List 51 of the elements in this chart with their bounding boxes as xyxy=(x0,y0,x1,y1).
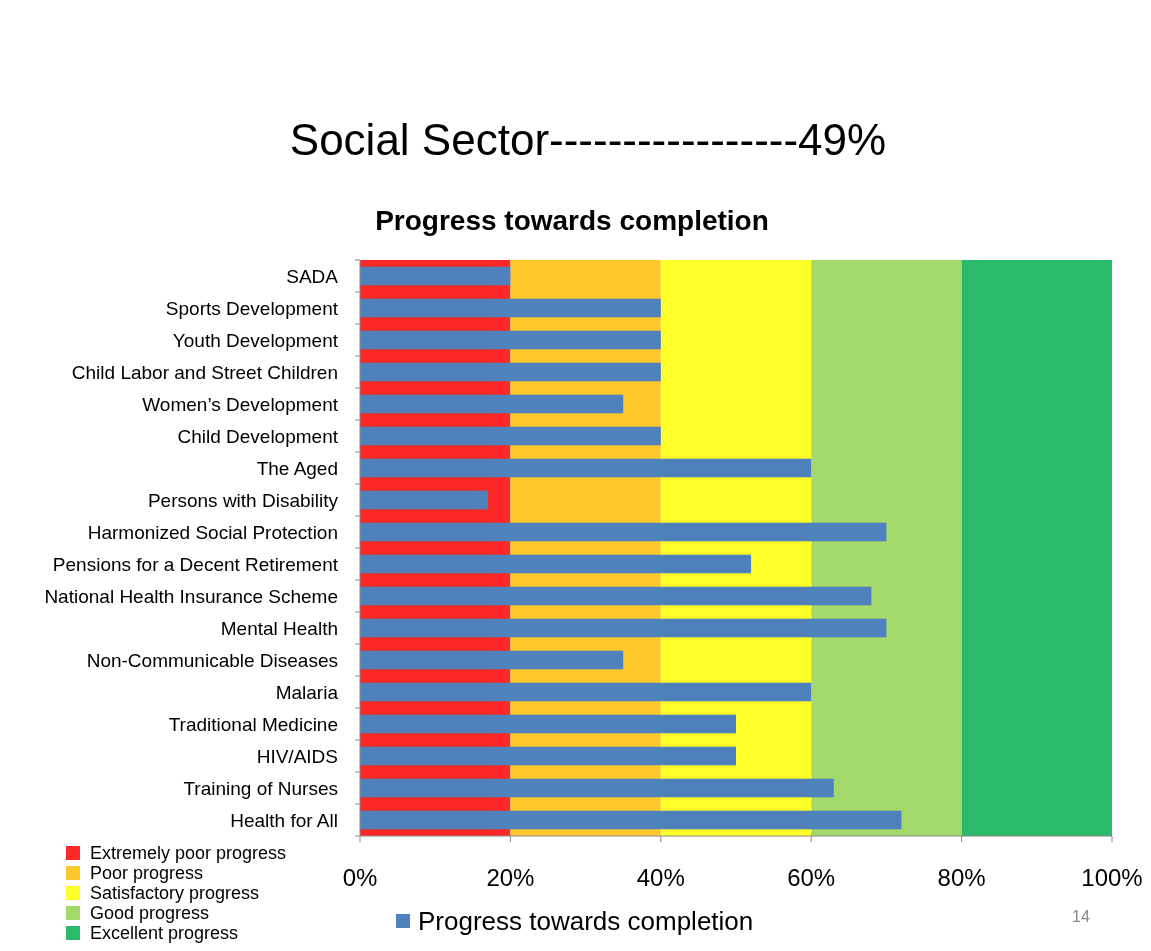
bar xyxy=(360,522,887,542)
y-tick-label: National Health Insurance Scheme xyxy=(44,585,338,607)
y-tick-label: Child Labor and Street Children xyxy=(71,361,338,383)
bar xyxy=(360,490,488,510)
x-tick-label: 0% xyxy=(342,864,378,891)
bar xyxy=(360,394,624,414)
y-tick-label: Persons with Disability xyxy=(147,489,339,511)
y-tick-label: The Aged xyxy=(256,457,338,479)
y-tick-label: Non-Communicable Diseases xyxy=(86,649,338,671)
bar xyxy=(360,714,736,734)
bar xyxy=(360,554,752,574)
x-tick-label: 20% xyxy=(486,864,535,891)
y-tick-label: Youth Development xyxy=(172,329,339,351)
legend-label: Excellent progress xyxy=(90,923,239,944)
y-tick-label: Harmonized Social Protection xyxy=(87,521,338,543)
bar xyxy=(360,778,834,798)
y-tick-label: SADA xyxy=(286,265,339,287)
y-tick-label: Health for All xyxy=(230,809,338,831)
bar xyxy=(360,298,661,318)
y-tick-label: Child Development xyxy=(177,425,339,447)
bar xyxy=(360,746,736,766)
text: 14 xyxy=(1072,908,1090,925)
bar xyxy=(360,458,812,478)
legend-label: Extremely poor progress xyxy=(90,843,287,864)
bar xyxy=(360,266,511,286)
legend-label: Satisfactory progress xyxy=(90,883,260,904)
y-tick-label: Training of Nurses xyxy=(183,777,338,799)
y-tick-label: Pensions for a Decent Retirement xyxy=(52,553,339,575)
x-tick-label: 60% xyxy=(787,864,836,891)
y-tick-label: Malaria xyxy=(275,681,339,703)
y-tick-label: Traditional Medicine xyxy=(168,713,338,735)
chart-subtitle: Progress towards completion xyxy=(375,205,769,236)
bar xyxy=(360,682,812,702)
bar xyxy=(360,650,624,670)
x-tick-label: 40% xyxy=(636,864,685,891)
chart-title: Social Sector-----------------49% xyxy=(289,115,887,164)
bar xyxy=(360,586,872,606)
bar xyxy=(360,810,902,830)
bar xyxy=(360,426,661,446)
bar xyxy=(360,618,887,638)
legend-label: Good progress xyxy=(90,903,210,924)
bar xyxy=(360,330,661,350)
y-tick-label: HIV/AIDS xyxy=(256,745,338,767)
y-tick-label: Sports Development xyxy=(165,297,339,319)
legend-label: Poor progress xyxy=(90,863,204,884)
y-tick-label: Women’s Development xyxy=(142,393,339,415)
x-tick-label: 80% xyxy=(937,864,986,891)
legend-label: Progress towards completion xyxy=(418,906,754,937)
x-tick-label: 100% xyxy=(1081,864,1143,891)
bar xyxy=(360,362,661,382)
y-tick-label: Mental Health xyxy=(220,617,338,639)
